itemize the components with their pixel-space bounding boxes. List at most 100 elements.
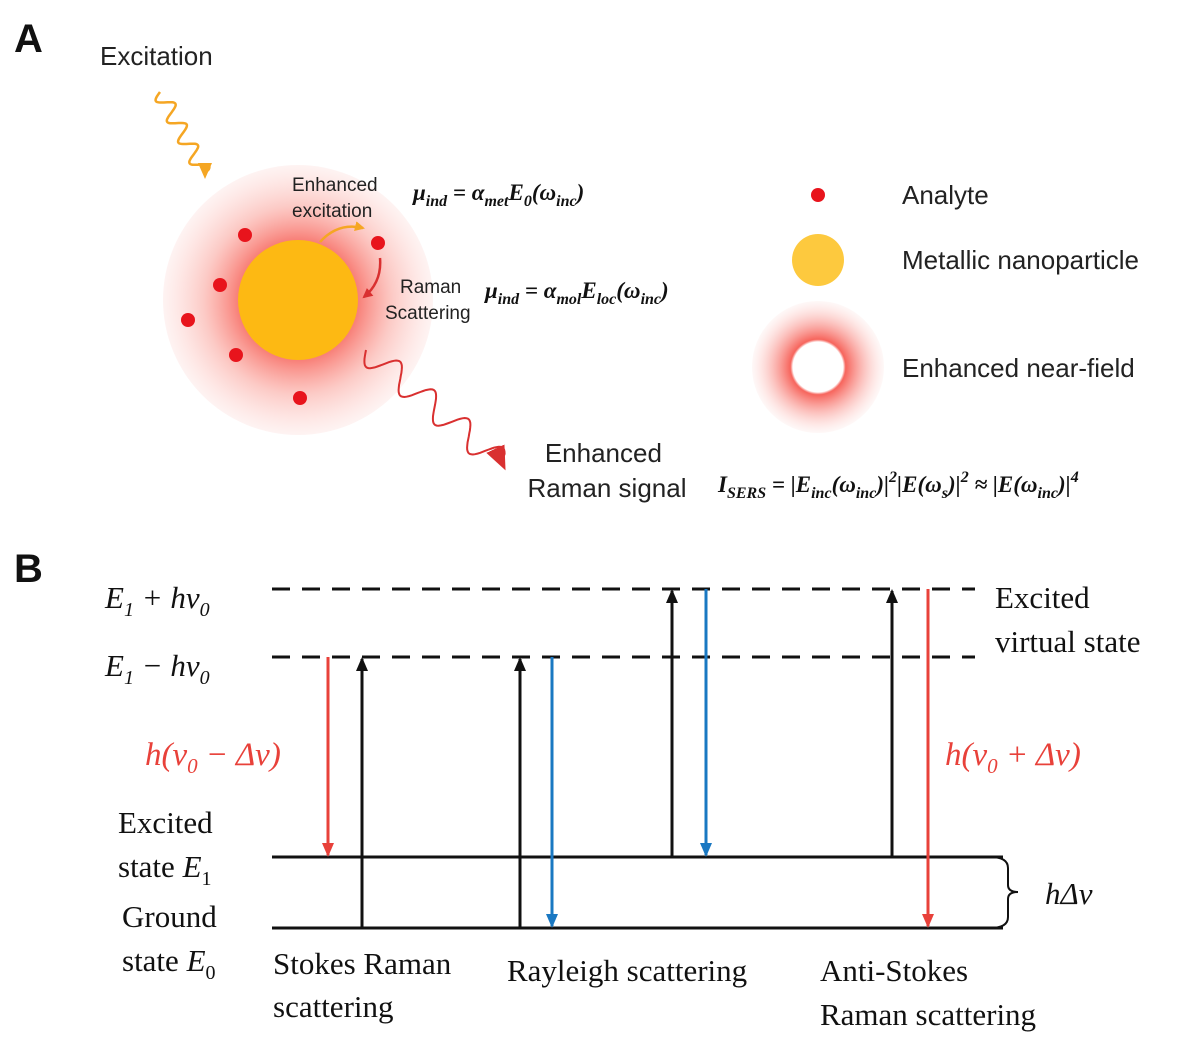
eq-part: = | — [766, 472, 796, 497]
ground-state-label: Ground state E0 — [122, 899, 224, 984]
text-line: Raman scattering — [820, 997, 1036, 1032]
part: h(ν — [145, 737, 187, 773]
eq-part: α — [472, 180, 486, 205]
legend: Analyte Metallic nanoparticle Enhanced n… — [752, 180, 1139, 433]
level-label: E1 + hν0 — [104, 580, 210, 621]
enhanced-raman-label: Enhanced Raman signal — [528, 438, 687, 503]
text-line: Enhanced — [545, 438, 662, 468]
text-line: Stokes Raman — [273, 946, 452, 981]
eq-part: = — [447, 180, 472, 205]
legend-label: Analyte — [902, 180, 989, 210]
sub: 0 — [187, 754, 198, 778]
eq-part: E — [795, 472, 811, 497]
gap-brace — [989, 856, 1019, 929]
legend-analyte — [811, 188, 825, 202]
eq-sub: s — [941, 485, 948, 502]
eq-sub: mol — [556, 291, 581, 308]
sub: 0 — [987, 754, 998, 778]
analyte — [371, 236, 385, 250]
eq-sub: inc — [856, 485, 876, 502]
legend-label: Metallic nanoparticle — [902, 245, 1139, 275]
text-line: Excited — [995, 580, 1090, 615]
sub: 1 — [124, 667, 134, 689]
analytes — [181, 228, 385, 405]
eq-part: = — [519, 278, 544, 303]
text-line: state — [122, 943, 187, 978]
text-line: virtual state — [995, 624, 1140, 659]
transitions — [322, 589, 934, 928]
text-line: Scattering — [385, 303, 471, 324]
eq-sub: SERS — [727, 485, 766, 502]
equation: μind = αmetE0(ωinc) — [412, 180, 584, 210]
eq-sub: ind — [498, 291, 520, 308]
process-label: Anti-Stokes Raman scattering — [820, 953, 1036, 1032]
eq-part: )| — [1056, 472, 1071, 497]
eq-sub: inc — [556, 193, 576, 210]
excited-state-label: Excited state E1 — [118, 805, 220, 890]
raman-scattering-label: Raman Scattering — [385, 277, 471, 324]
excitation-arrow — [319, 221, 365, 243]
legend-label: Enhanced near-field — [902, 353, 1135, 383]
eq-part: μ — [412, 180, 426, 205]
eq-part: ≈ |E(ω — [969, 472, 1038, 497]
text-line: scattering — [273, 989, 394, 1024]
nanoparticle — [238, 240, 358, 360]
sub: 0 — [206, 962, 216, 984]
anti-stokes-shift: h(ν0 + Δν) — [945, 737, 1081, 778]
eq-part: ) — [575, 180, 585, 205]
panel-label: B — [14, 547, 43, 591]
eq-part: (ω — [616, 278, 640, 303]
part: E — [186, 943, 206, 978]
text-line: Anti-Stokes — [820, 953, 968, 988]
part: E — [104, 580, 124, 615]
stokes-shift: h(ν0 − Δν) — [145, 737, 281, 778]
raman-wave — [363, 349, 506, 471]
text-line: Ground — [122, 899, 217, 934]
eq-sub: met — [484, 193, 509, 210]
eq-sup: 2 — [960, 469, 969, 486]
analyte — [181, 313, 195, 327]
eq-sub: inc — [1038, 485, 1058, 502]
virtual-state-label: Excited virtual state — [995, 580, 1140, 659]
panel-label: A — [14, 17, 43, 61]
eq-sup: 2 — [888, 469, 897, 486]
analyte — [229, 348, 243, 362]
eq-part: E — [580, 278, 596, 303]
gap-label: hΔν — [1045, 876, 1093, 911]
enhanced-excitation-label: Enhanced excitation — [292, 175, 383, 222]
eq-part: (ω — [532, 180, 556, 205]
sub: 1 — [124, 599, 134, 621]
text-line: Raman signal — [528, 473, 687, 503]
part: E — [182, 849, 202, 884]
levels — [272, 587, 1003, 930]
excitation-wave — [154, 91, 212, 179]
eq-sub: ind — [426, 193, 448, 210]
eq-part: α — [544, 278, 558, 303]
text-line: Raman — [400, 277, 461, 298]
legend-near-field — [752, 301, 884, 433]
text-line: Rayleigh scattering — [507, 953, 747, 988]
eq-sub: loc — [597, 291, 617, 308]
eq-part: )| — [874, 472, 889, 497]
text-line: state — [118, 849, 183, 884]
part: h(ν — [945, 737, 987, 773]
sub: 1 — [202, 868, 212, 890]
text-line: Enhanced — [292, 175, 378, 196]
scattering-arrow — [362, 257, 382, 299]
eq-sub: 0 — [524, 193, 532, 210]
analyte — [238, 228, 252, 242]
text-line: excitation — [292, 201, 372, 222]
eq-sub: inc — [641, 291, 661, 308]
part: − hν — [134, 648, 200, 683]
panel-a: A Excitation Enhanced excitation Raman S… — [14, 17, 1139, 503]
equation: ISERS = |Einc(ωinc)|2|E(ωs)|2 ≈ |E(ωinc)… — [717, 469, 1079, 502]
legend-nanoparticle — [792, 234, 844, 286]
sub: 0 — [200, 599, 210, 621]
eq-part: E — [507, 180, 523, 205]
part: E — [104, 648, 124, 683]
analyte — [213, 278, 227, 292]
panel-b: B hΔν E1 + hν0 E1 − hν0 Excited virtual … — [14, 547, 1140, 1032]
eq-part: (ω — [832, 472, 856, 497]
process-label: Stokes Raman scattering — [273, 946, 459, 1024]
